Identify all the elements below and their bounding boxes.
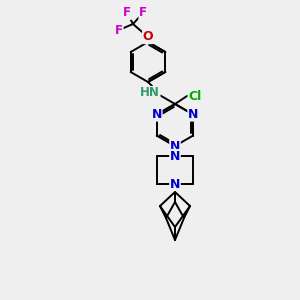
Text: N: N [170, 178, 180, 190]
Text: F: F [115, 23, 123, 37]
Text: F: F [123, 7, 131, 20]
Text: O: O [143, 31, 153, 44]
Text: N: N [188, 108, 198, 121]
Text: Cl: Cl [188, 89, 202, 103]
Text: F: F [139, 7, 147, 20]
Text: HN: HN [140, 86, 160, 100]
Text: N: N [170, 149, 180, 163]
Text: N: N [170, 140, 180, 152]
Text: N: N [152, 108, 162, 121]
